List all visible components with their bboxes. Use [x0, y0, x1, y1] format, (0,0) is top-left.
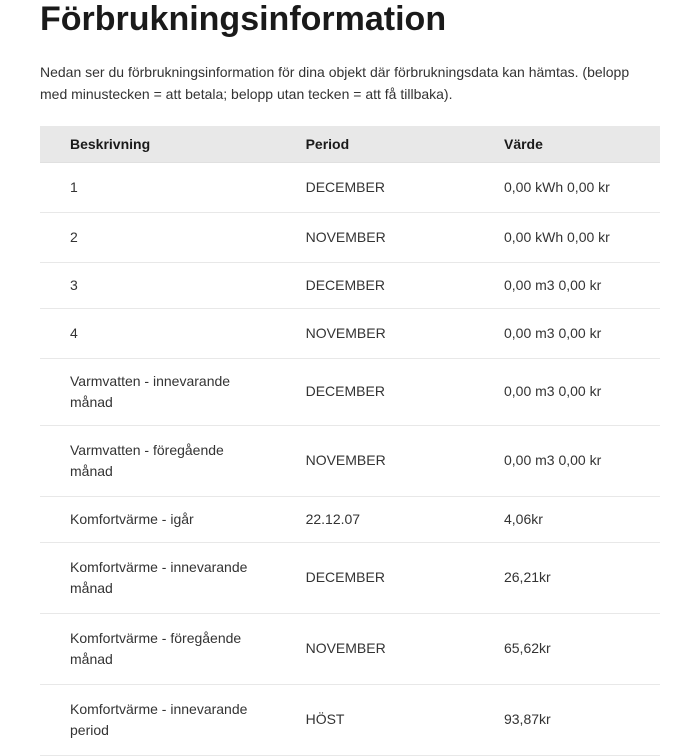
table-row: Varmvatten - föregående månad NOVEMBER 0… [40, 425, 660, 496]
cell-value: 93,87kr [474, 684, 660, 755]
page-title: Förbrukningsinformation [40, 0, 660, 39]
column-header-period: Period [276, 126, 474, 163]
cell-description: Varmvatten - innevarande månad [40, 358, 276, 425]
cell-description: 3 [40, 262, 276, 308]
table-row: 4 NOVEMBER 0,00 m3 0,00 kr [40, 308, 660, 358]
cell-value: 0,00 kWh 0,00 kr [474, 162, 660, 212]
table-body: 1 DECEMBER 0,00 kWh 0,00 kr 2 NOVEMBER 0… [40, 162, 660, 755]
cell-description: 4 [40, 308, 276, 358]
cell-value: 4,06kr [474, 496, 660, 542]
cell-description: 2 [40, 212, 276, 262]
description-text: Nedan ser du förbrukningsinformation för… [40, 61, 660, 106]
cell-period: NOVEMBER [276, 425, 474, 496]
cell-value: 26,21kr [474, 542, 660, 613]
consumption-table: Beskrivning Period Värde 1 DECEMBER 0,00… [40, 126, 660, 756]
cell-period: NOVEMBER [276, 212, 474, 262]
column-header-description: Beskrivning [40, 126, 276, 163]
table-header-row: Beskrivning Period Värde [40, 126, 660, 163]
cell-period: DECEMBER [276, 542, 474, 613]
cell-period: NOVEMBER [276, 613, 474, 684]
cell-value: 0,00 m3 0,00 kr [474, 308, 660, 358]
table-row: 3 DECEMBER 0,00 m3 0,00 kr [40, 262, 660, 308]
cell-period: DECEMBER [276, 358, 474, 425]
cell-value: 65,62kr [474, 613, 660, 684]
cell-period: DECEMBER [276, 162, 474, 212]
table-row: 2 NOVEMBER 0,00 kWh 0,00 kr [40, 212, 660, 262]
cell-description: Komfortvärme - föregående månad [40, 613, 276, 684]
cell-description: Komfortvärme - innevarande period [40, 684, 276, 755]
cell-description: Komfortvärme - igår [40, 496, 276, 542]
cell-description: Komfortvärme - innevarande månad [40, 542, 276, 613]
column-header-value: Värde [474, 126, 660, 163]
cell-value: 0,00 m3 0,00 kr [474, 425, 660, 496]
table-row: 1 DECEMBER 0,00 kWh 0,00 kr [40, 162, 660, 212]
table-row: Komfortvärme - innevarande månad DECEMBE… [40, 542, 660, 613]
cell-value: 0,00 m3 0,00 kr [474, 358, 660, 425]
table-row: Komfortvärme - föregående månad NOVEMBER… [40, 613, 660, 684]
cell-period: HÖST [276, 684, 474, 755]
cell-period: NOVEMBER [276, 308, 474, 358]
cell-value: 0,00 m3 0,00 kr [474, 262, 660, 308]
table-row: Komfortvärme - innevarande period HÖST 9… [40, 684, 660, 755]
cell-description: 1 [40, 162, 276, 212]
cell-description: Varmvatten - föregående månad [40, 425, 276, 496]
table-row: Varmvatten - innevarande månad DECEMBER … [40, 358, 660, 425]
table-row: Komfortvärme - igår 22.12.07 4,06kr [40, 496, 660, 542]
cell-period: 22.12.07 [276, 496, 474, 542]
cell-period: DECEMBER [276, 262, 474, 308]
cell-value: 0,00 kWh 0,00 kr [474, 212, 660, 262]
